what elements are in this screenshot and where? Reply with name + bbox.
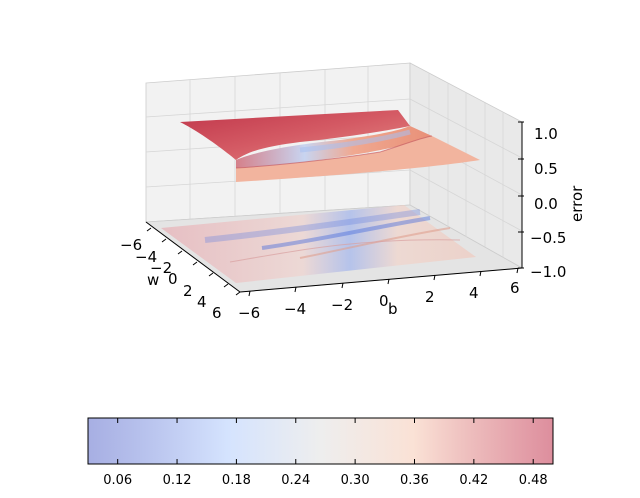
- b-tick-label: −2: [331, 296, 353, 314]
- error-tick-label: 1.0: [534, 125, 558, 143]
- colorbar-tick-label: 0.24: [281, 473, 310, 488]
- colorbar-tick-label: 0.36: [400, 473, 429, 488]
- colorbar-tick-label: 0.48: [519, 473, 548, 488]
- w-tick-labels: −6 −4 −2 0 2 4 6: [120, 236, 222, 322]
- colorbar-tick-label: 0.30: [341, 473, 370, 488]
- error-tick-label: −1.0: [530, 263, 566, 281]
- b-tick-label: 2: [425, 288, 435, 306]
- w-tick-label: −2: [150, 259, 172, 277]
- floor-contour-projection: [161, 205, 476, 283]
- w-tick-label: 0: [168, 270, 178, 288]
- w-tick-label: 4: [197, 293, 207, 311]
- w-axis-line: [145, 221, 241, 293]
- w-tick-label: −4: [135, 248, 157, 266]
- axis-lines: [145, 122, 523, 293]
- contour-fill: [161, 205, 476, 283]
- b-tick-labels: −6 −4 −2 0 2 4 6: [238, 279, 520, 322]
- tick-marks: [146, 121, 524, 297]
- b-tick-label: −4: [284, 300, 306, 318]
- colorbar-tick-labels: 0.06 0.12 0.18 0.24 0.30 0.36 0.42 0.48: [103, 473, 547, 488]
- b-tick-label: 6: [510, 279, 520, 297]
- b-tick-label: 0: [379, 292, 389, 310]
- surface-far-plateau: [180, 110, 410, 160]
- colorbar-tick-label: 0.06: [103, 473, 132, 488]
- surface-near-ridge: [236, 136, 480, 182]
- b-axis-line: [239, 267, 523, 293]
- error-tick-label: 0.5: [534, 160, 558, 178]
- b-tick-label: −6: [238, 304, 260, 322]
- colorbar: 0.06 0.12 0.18 0.24 0.30 0.36 0.42 0.48: [87, 417, 554, 488]
- colorbar-tick-label: 0.18: [222, 473, 251, 488]
- error-tick-label: −0.5: [530, 229, 566, 247]
- colorbar-fill: [87, 417, 554, 465]
- colorbar-tick-label: 0.12: [163, 473, 192, 488]
- b-tick-label: 4: [469, 284, 479, 302]
- colorbar-tick-label: 0.42: [459, 473, 488, 488]
- colorbar-ticks: [117, 418, 534, 464]
- w-tick-label: 2: [183, 282, 193, 300]
- w-tick-label: −6: [120, 236, 142, 254]
- b-axis-label: b: [388, 300, 398, 318]
- w-tick-label: 6: [212, 304, 222, 322]
- error-axis-label: error: [568, 185, 586, 222]
- error-tick-label: 0.0: [534, 195, 558, 213]
- error-tick-labels: −1.0 −0.5 0.0 0.5 1.0: [530, 125, 566, 281]
- w-axis-label: w: [147, 271, 159, 289]
- error-surface: [180, 110, 480, 182]
